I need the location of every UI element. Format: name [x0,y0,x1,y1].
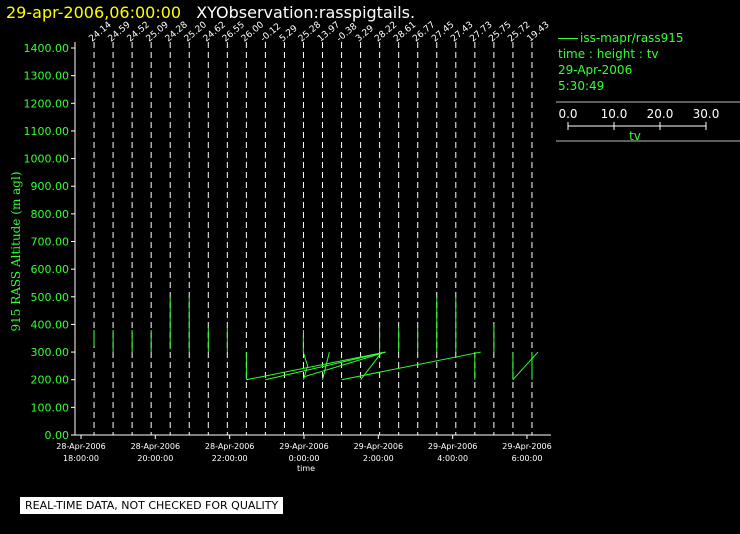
x-tick-date: 29-Apr-2006 [502,442,551,451]
x-tick-time: 22:00:00 [212,454,248,463]
y-tick-label: 1100.00 [24,125,70,138]
y-tick-label: 800.00 [31,208,70,221]
y-tick-label: 1400.00 [24,42,70,55]
x-tick-time: 2:00:00 [363,454,394,463]
legend-time: 5:30:49 [558,79,605,93]
legend-entry: iss-mapr/rass915 [556,30,740,46]
quality-notice: REAL-TIME DATA, NOT CHECKED FOR QUALITY [20,497,284,514]
connecting-trace [246,351,386,381]
y-tick-label: 400.00 [31,318,70,331]
x-tick-time: 20:00:00 [137,454,173,463]
legend-scale-tick-label: 20.0 [647,107,674,121]
y-tick-label: 1000.00 [24,153,70,166]
title-date: 29-apr-2006,06:00:00 [6,3,182,22]
y-tick-label: 300.00 [31,346,70,359]
y-tick-label: 0.00 [45,429,70,442]
x-tick-time: 6:00:00 [512,454,543,463]
legend-scale-tick-label: 10.0 [601,107,628,121]
y-tick-label: 1300.00 [24,70,70,83]
legend: iss-mapr/rass915 time : height : tv 29-A… [556,30,740,143]
x-tick-time: 0:00:00 [289,454,320,463]
y-axis-label: 915 RASS Altitude (m agl) [9,171,23,331]
y-tick-label: 500.00 [31,291,70,304]
y-tick-label: 200.00 [31,374,70,387]
legend-entry-label: iss-mapr/rass915 [580,31,684,45]
x-tick-date: 28-Apr-2006 [131,442,180,451]
legend-swatch [558,38,578,39]
profile-label: 3.29 [354,24,376,45]
x-tick-date: 29-Apr-2006 [428,442,477,451]
legend-scale-tick-label: 30.0 [693,107,720,121]
profile-label: 5.29 [278,24,300,45]
connecting-trace [303,351,386,378]
profile-label: 19.43 [525,20,551,44]
legend-scale: 0.0 10.0 20.0 30.0 tv [556,101,740,143]
x-tick-date: 28-Apr-2006 [205,442,254,451]
legend-subtitle: time : height : tv [558,47,659,61]
legend-scale-label: tv [629,129,641,143]
y-tick-label: 700.00 [31,236,70,249]
x-tick-date: 29-Apr-2006 [279,442,328,451]
x-tick-date: 29-Apr-2006 [354,442,403,451]
x-axis-label: time [297,464,315,473]
y-tick-label: 1200.00 [24,97,70,110]
y-tick-label: 600.00 [31,263,70,276]
y-tick-label: 100.00 [31,401,70,414]
connecting-trace [341,351,481,381]
connecting-trace [512,351,539,381]
x-tick-date: 28-Apr-2006 [56,442,105,451]
x-tick-time: 4:00:00 [437,454,468,463]
connecting-trace [265,351,386,381]
legend-date: 29-Apr-2006 [558,63,633,77]
y-tick-label: 900.00 [31,180,70,193]
legend-scale-tick-label: 0.0 [558,107,577,121]
title-observation: XYObservation:rasspigtails. [196,3,416,22]
x-tick-time: 18:00:00 [63,454,99,463]
chart-title: 29-apr-2006,06:00:00 XYObservation:rassp… [6,3,415,22]
